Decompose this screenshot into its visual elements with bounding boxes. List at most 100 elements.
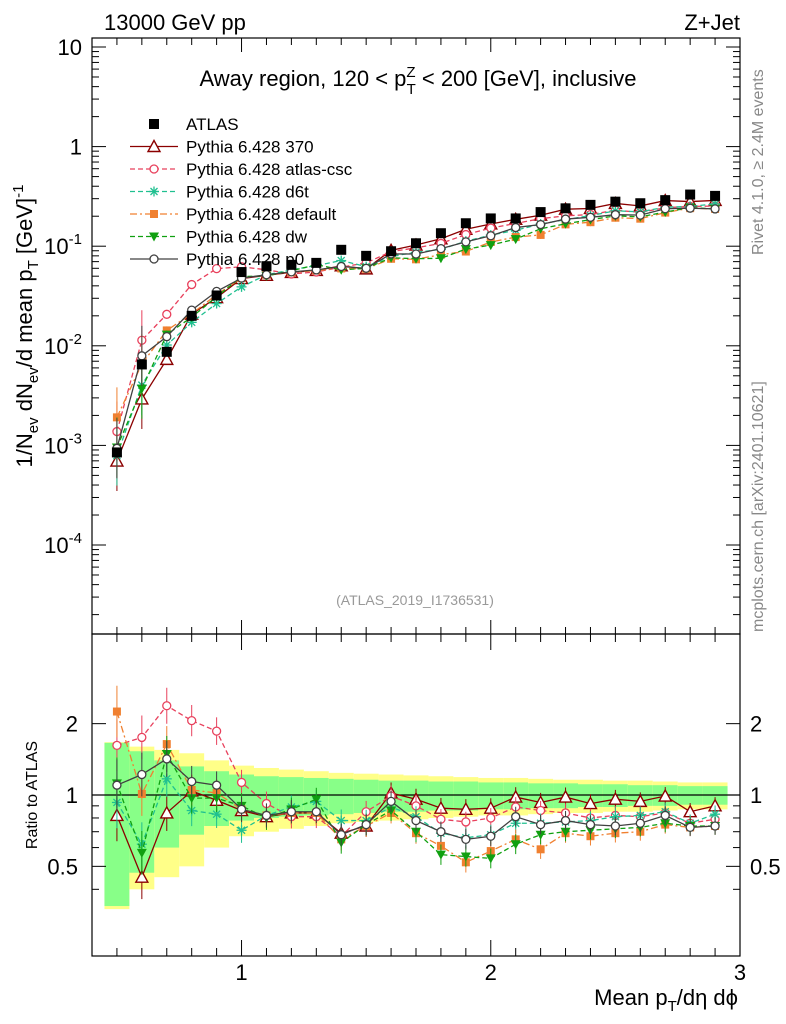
ratio-marker: [635, 818, 645, 828]
main-marker: [486, 231, 496, 241]
ratio-marker: [510, 840, 521, 850]
y-tick-exponent: -2: [69, 331, 82, 348]
main-marker: [112, 413, 121, 422]
legend-entry-4: Pythia 6.428 default: [130, 205, 337, 224]
ratio-marker: [535, 830, 546, 840]
data-point: [610, 196, 621, 207]
y-tick-exponent: -4: [69, 530, 82, 547]
data-point: [411, 238, 421, 249]
ratio-marker: [633, 793, 648, 808]
data-point: [261, 261, 272, 272]
xlabel-sub: T: [668, 998, 677, 1015]
ylabel-a: 1/N: [12, 433, 37, 467]
side-label-rivet: Rivet 4.1.0, ≥ 2.4M events: [750, 69, 767, 255]
ratio-marker: [187, 776, 197, 787]
data-point: [286, 259, 297, 270]
side-label-mcplots: mcplots.cern.ch [arXiv:2401.10621]: [750, 381, 767, 632]
ratio-marker-d2: [611, 812, 620, 821]
xlabel-a: Mean p: [594, 985, 667, 1010]
ratio-marker: [535, 819, 546, 830]
legend-marker: [149, 232, 159, 242]
ratio-marker: [685, 822, 695, 833]
main-marker: [660, 204, 670, 214]
legend-label: Pythia 6.428 p0: [186, 250, 304, 269]
main-marker: [485, 241, 496, 251]
title-part-sup: Z: [406, 64, 415, 81]
ratio-marker: [112, 707, 121, 716]
data-point: [535, 207, 546, 218]
x-tick-label: 3: [734, 960, 746, 985]
ratio-marker: [436, 827, 446, 837]
legend: ATLAS Pythia 6.428 370 Pythia 6.428 atlas-…: [130, 115, 353, 269]
ylabel-s2: ev: [25, 367, 42, 383]
legend-marker: [146, 139, 162, 153]
title-part-a: Away region, 120 < p: [200, 66, 407, 91]
y-tick-mantissa: 10: [44, 334, 68, 359]
ratio-marker: [236, 804, 247, 814]
legend-label: Pythia 6.428 default: [186, 205, 337, 224]
main-marker-d2: [212, 299, 221, 308]
ylabel-sup: -1: [10, 185, 27, 198]
ylabel-s3: T: [25, 260, 42, 269]
main-marker: [510, 235, 521, 245]
legend-label: Pythia 6.428 dw: [186, 228, 308, 247]
ratio-marker-d2: [162, 774, 171, 783]
main-marker: [435, 254, 446, 264]
ratio-marker: [485, 854, 496, 864]
legend-label: Pythia 6.428 d6t: [186, 183, 309, 202]
legend-entry-0: ATLAS: [149, 115, 239, 134]
ylabel-b: dN: [12, 383, 37, 417]
legend-entry-2: Pythia 6.428 atlas-csc: [130, 160, 353, 179]
ratio-marker: [236, 825, 247, 836]
main-marker-d2: [237, 282, 246, 291]
main-marker: [685, 203, 695, 213]
y-tick-mantissa: 10: [44, 533, 68, 558]
y-tick-exponent: -3: [69, 430, 82, 447]
ratio-marker: [660, 810, 670, 821]
legend-entry-6: Pythia 6.428 p0: [130, 250, 304, 269]
ratio-marker: [311, 795, 322, 805]
main-marker: [460, 245, 471, 255]
y-tick-label: 10-3: [44, 430, 82, 458]
data-point: [660, 195, 671, 206]
ratio-marker: [311, 807, 321, 817]
y-tick-label: 10-1: [44, 231, 82, 259]
main-marker: [211, 263, 222, 274]
data-point: [460, 218, 471, 229]
ratio-marker-d2: [711, 810, 720, 819]
header-right: Z+Jet: [684, 10, 740, 35]
ratio-series-5: [112, 740, 720, 850]
data-point: [211, 290, 222, 301]
ratio-marker: [608, 791, 623, 805]
ratio-marker: [460, 852, 471, 862]
main-marker: [560, 214, 571, 224]
ratio-y-tick-label-right: 0.5: [750, 854, 781, 879]
ratio-marker: [710, 821, 720, 831]
main-marker: [336, 261, 346, 272]
data-point: [311, 257, 322, 268]
ratio-marker: [211, 726, 222, 736]
ylabel-d: [GeV]: [12, 198, 37, 260]
ratio-marker: [162, 701, 172, 711]
y-tick-mantissa: 10: [58, 35, 82, 60]
main-marker: [236, 281, 247, 292]
ratio-marker: [583, 796, 598, 810]
main-marker: [137, 351, 147, 361]
ratio-marker-d2: [337, 816, 346, 825]
main-marker: [162, 326, 171, 335]
ratio-marker: [286, 807, 297, 817]
ratio-marker: [112, 740, 122, 750]
main-marker: [511, 222, 521, 233]
ratio-marker: [162, 754, 172, 764]
ratio-band-inner: [328, 778, 354, 815]
legend-marker: [150, 210, 158, 218]
ratio-marker: [511, 812, 521, 822]
ratio-marker: [558, 789, 573, 803]
main-marker: [261, 270, 272, 280]
ratio-marker: [112, 780, 122, 790]
analysis-watermark: (ATLAS_2019_I1736531): [336, 592, 494, 608]
data-point: [361, 250, 372, 261]
data-point: [560, 203, 571, 214]
